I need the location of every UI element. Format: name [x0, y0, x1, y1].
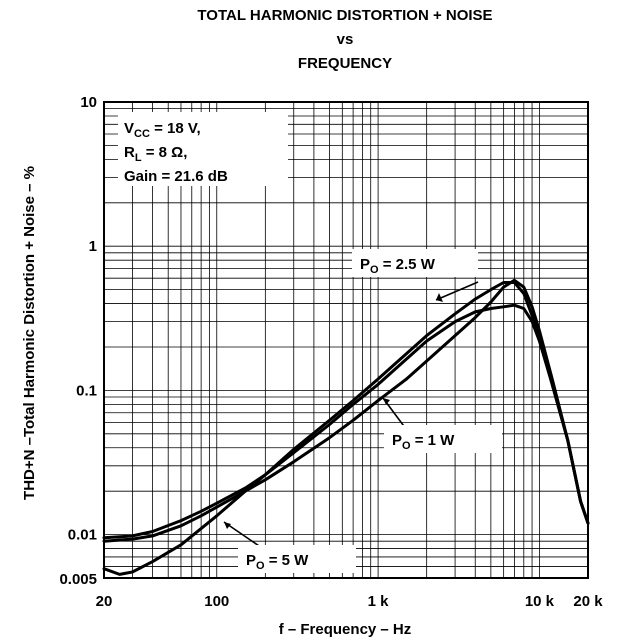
series-line-2 [102, 281, 590, 576]
series-lines [102, 278, 590, 576]
leader-arrow-1 [383, 398, 390, 405]
y-axis-label: THD+N –Total Harmonic Distortion + Noise… [21, 166, 38, 500]
series-label-bg-0 [352, 249, 478, 277]
title-line-1: vs [337, 31, 354, 48]
plot-border [103, 101, 589, 579]
condition-1: RL = 8 Ω, [124, 144, 187, 164]
x-tick-label-0: 20 [96, 593, 113, 610]
y-tick-label-4: 0.005 [59, 571, 97, 588]
y-tick-label-1: 1 [89, 238, 97, 255]
leader-line-2 [223, 521, 263, 549]
condition-0: VCC = 18 V, [124, 120, 201, 140]
x-tick-label-4: 20 k [573, 593, 603, 610]
series-label-bg-2 [238, 545, 356, 573]
series-label-2: PO = 5 W [246, 552, 309, 572]
title-line-0: TOTAL HARMONIC DISTORTION + NOISE [197, 7, 492, 24]
chart-title: TOTAL HARMONIC DISTORTION + NOISE vs FREQU… [197, 7, 492, 72]
y-tick-label-3: 0.01 [68, 527, 97, 544]
y-tick-label-0: 10 [80, 94, 97, 111]
x-axis-label: f – Frequency – Hz [279, 621, 412, 638]
leader-arrow-2 [224, 522, 231, 529]
conditions-box [118, 112, 288, 186]
condition-2: Gain = 21.6 dB [124, 168, 228, 185]
leader-line-0 [435, 281, 479, 301]
x-tick-label-2: 1 k [368, 593, 390, 610]
series-label-1: PO = 1 W [392, 432, 455, 452]
series-line-0 [102, 303, 590, 540]
y-tick-label-2: 0.1 [76, 382, 97, 399]
series-line-1 [102, 278, 590, 543]
leader-arrow-0 [436, 293, 443, 302]
x-tick-label-3: 10 k [525, 593, 555, 610]
title-line-2: FREQUENCY [298, 55, 392, 72]
plot-frame [103, 101, 589, 579]
series-label-bg-1 [384, 425, 502, 453]
x-tick-label-1: 100 [204, 593, 229, 610]
series-label-0: PO = 2.5 W [360, 256, 436, 276]
annotations: VCC = 18 V, RL = 8 Ω, Gain = 21.6 dB PO = 2… [118, 112, 502, 573]
tick-labels: 20 100 1 k 10 k 20 k 10 1 0.1 0.01 0.005 [59, 94, 603, 610]
